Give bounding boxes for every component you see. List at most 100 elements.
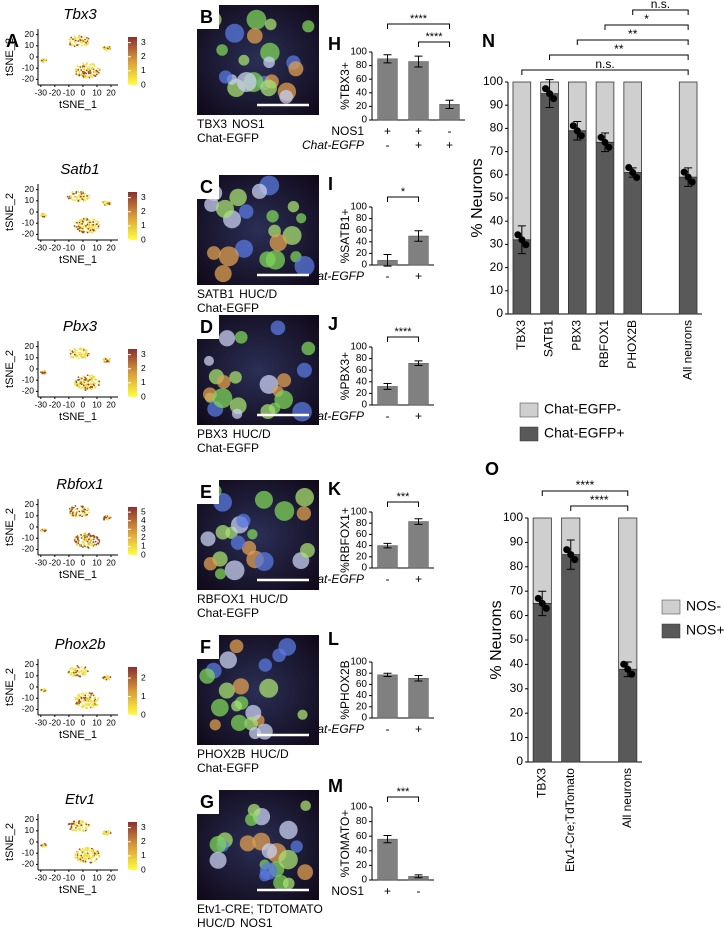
cell-body [230, 535, 246, 550]
cell-dot [86, 387, 89, 390]
y-tick-label: -10 [22, 374, 35, 384]
cell-body [234, 239, 254, 258]
cell-dot [81, 704, 84, 706]
cell-body [219, 651, 237, 669]
cell-dot [72, 670, 75, 672]
data-point [601, 138, 609, 146]
cell-dot [90, 75, 92, 78]
cell-dot [90, 376, 92, 379]
cell-dot [77, 539, 80, 542]
significance-label: * [401, 186, 406, 198]
y-axis-label: tSNE_2 [4, 38, 16, 76]
cell-dot [92, 701, 95, 703]
y-tick-label: 80 [356, 668, 368, 679]
condition-value: - [386, 269, 390, 283]
cell-dot [103, 518, 105, 521]
condition-value: - [448, 124, 452, 138]
cell-dot [91, 76, 94, 79]
y-tick-label: 20 [490, 260, 504, 274]
cell-dot [79, 35, 81, 38]
cell-dot [43, 59, 46, 62]
cell-dot [76, 664, 79, 667]
cell-dot [82, 74, 84, 77]
cell-dot [80, 356, 83, 358]
cell-dot [90, 388, 93, 391]
cell-dot [83, 700, 86, 703]
y-tick-label: 100 [350, 47, 367, 58]
cell-dot [75, 828, 77, 831]
cell-dot [91, 67, 94, 70]
y-tick-label: 20 [356, 701, 368, 712]
data-point [514, 231, 522, 239]
cell-dot [87, 823, 90, 826]
cell-dot [66, 195, 69, 198]
cell-body [278, 849, 298, 870]
cell-dot [80, 229, 83, 232]
cell-dot [84, 217, 87, 220]
y-tick-label: 60 [356, 365, 368, 376]
colorbar-tick-label: 1 [141, 850, 146, 860]
x-tick-label: 0 [81, 87, 86, 97]
significance-label: **** [394, 326, 412, 338]
bar [408, 677, 429, 719]
cell-dot [79, 377, 82, 379]
cell-dot [86, 42, 89, 45]
cell-dot [88, 375, 91, 377]
cell-dot [76, 535, 79, 538]
cell-dot [77, 859, 80, 862]
cell-dot [77, 351, 80, 354]
colorbar-tick-label: 5 [141, 506, 146, 516]
cell-dot [94, 225, 97, 228]
cell-dot [85, 823, 88, 826]
y-tick-label: -20 [22, 74, 35, 84]
cell-body [246, 9, 267, 30]
y-tick-label: 80 [356, 816, 368, 827]
cell-dot [84, 826, 87, 829]
cell-dot [71, 350, 74, 353]
condition-label: NOS1 [331, 124, 364, 138]
cell-dot [84, 71, 86, 74]
y-tick-label: 10 [510, 730, 524, 744]
cell-dot [70, 195, 73, 198]
cell-dot [83, 353, 85, 355]
cell-dot [88, 532, 90, 535]
cell-dot [80, 545, 83, 548]
cell-dot [92, 850, 95, 853]
significance-label: **** [576, 478, 595, 492]
cell-dot [91, 385, 94, 388]
cell-dot [91, 73, 93, 76]
significance-bracket [387, 336, 419, 342]
cell-dot [89, 231, 92, 233]
cell-dot [87, 227, 90, 230]
cell-dot [95, 223, 98, 226]
stain-label: Etv1-CRE; TDTOMATO [197, 902, 323, 916]
cell-dot [85, 692, 88, 695]
cell-body [218, 70, 233, 84]
cell-dot [78, 199, 81, 202]
cell-dot [73, 539, 76, 541]
cell-dot [74, 822, 76, 824]
cell-dot [73, 195, 76, 198]
gene-title: Phox2b [55, 636, 106, 653]
stain-label: NOS1 [240, 916, 273, 930]
data-point [577, 132, 585, 140]
cell-dot [74, 856, 77, 859]
significance-bracket [387, 23, 450, 29]
x-tick-label: All neurons [680, 320, 694, 380]
cell-dot [90, 62, 93, 65]
stain-label: RBFOX1 [197, 592, 245, 606]
cell-dot [79, 858, 82, 861]
cell-dot [77, 822, 80, 825]
cell-body [214, 265, 232, 283]
stacked-bar-segment [568, 130, 587, 315]
stacked-bar-segment [678, 176, 698, 315]
cell-dot [82, 699, 85, 702]
cell-dot [79, 226, 81, 229]
cell-dot [109, 357, 112, 360]
y-tick-label: -10 [22, 847, 35, 857]
cell-dot [73, 381, 76, 384]
condition-value: + [415, 572, 422, 586]
x-tick-label: TBX3 [514, 320, 528, 350]
cell-dot [72, 356, 74, 359]
significance-label: ** [628, 27, 638, 41]
